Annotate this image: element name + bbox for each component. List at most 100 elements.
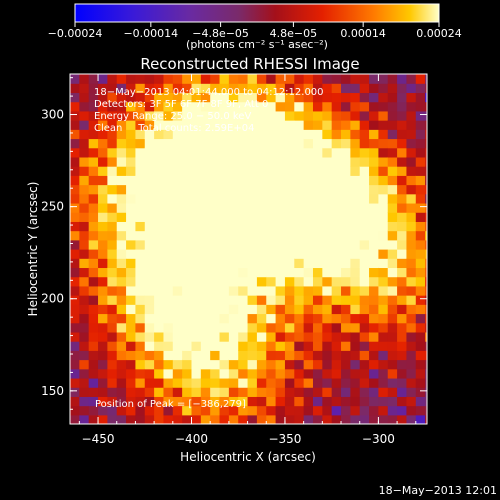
heatmap-cell bbox=[266, 377, 277, 388]
heatmap-cell bbox=[135, 193, 146, 204]
heatmap-cell bbox=[256, 83, 267, 94]
heatmap-cell bbox=[79, 202, 90, 213]
heatmap-cell bbox=[415, 138, 426, 149]
heatmap-cell bbox=[378, 368, 389, 379]
heatmap-cell bbox=[312, 276, 323, 287]
heatmap-cell bbox=[172, 350, 183, 361]
heatmap-cell bbox=[303, 249, 314, 259]
heatmap-cell bbox=[238, 138, 249, 149]
heatmap-cell bbox=[98, 147, 108, 158]
heatmap-cell bbox=[369, 175, 380, 186]
heatmap-cell bbox=[182, 212, 193, 222]
heatmap-cell bbox=[397, 249, 408, 259]
heatmap-cell bbox=[70, 120, 80, 130]
heatmap-cell bbox=[387, 202, 398, 213]
heatmap-cell bbox=[331, 331, 342, 342]
heatmap-cell bbox=[359, 258, 370, 269]
heatmap-cell bbox=[359, 304, 370, 315]
heatmap-cell bbox=[369, 322, 380, 333]
heatmap-cell bbox=[425, 414, 427, 424]
heatmap-cell bbox=[98, 322, 108, 333]
heatmap-cell bbox=[191, 92, 202, 103]
heatmap-cell bbox=[294, 276, 305, 287]
heatmap-cell bbox=[378, 110, 389, 121]
heatmap-cell bbox=[126, 322, 137, 333]
heatmap-cell bbox=[238, 322, 249, 333]
heatmap-cell bbox=[406, 83, 417, 94]
heatmap-cell bbox=[200, 83, 211, 94]
heatmap-cell bbox=[182, 202, 193, 213]
heatmap-cell bbox=[219, 202, 230, 213]
heatmap-cell bbox=[79, 239, 90, 250]
heatmap-cell bbox=[312, 313, 323, 324]
heatmap-cell bbox=[126, 239, 137, 250]
heatmap-cell bbox=[107, 322, 118, 333]
heatmap-cell bbox=[425, 295, 427, 305]
heatmap-cell bbox=[294, 230, 305, 241]
heatmap-cell bbox=[116, 138, 127, 149]
heatmap-cell bbox=[154, 387, 165, 397]
heatmap-cell bbox=[415, 184, 426, 195]
heatmap-cell bbox=[359, 221, 370, 232]
heatmap-cell bbox=[294, 377, 305, 388]
heatmap-cell bbox=[98, 267, 108, 278]
heatmap-cell bbox=[387, 341, 398, 351]
heatmap-cell bbox=[70, 322, 80, 333]
heatmap-cell bbox=[238, 368, 249, 379]
heatmap-cell bbox=[135, 83, 146, 94]
heatmap-cell bbox=[219, 276, 230, 287]
heatmap-cell bbox=[341, 359, 351, 370]
heatmap-cell bbox=[359, 147, 370, 158]
colorbar-tick-label: 0.00024 bbox=[416, 27, 462, 40]
heatmap-cell bbox=[135, 313, 146, 324]
heatmap-cell bbox=[266, 120, 277, 130]
heatmap-cell bbox=[415, 166, 426, 176]
heatmap-cell bbox=[397, 156, 408, 167]
heatmap-cell bbox=[406, 175, 417, 186]
heatmap-cell bbox=[107, 377, 118, 388]
heatmap-cell bbox=[88, 110, 99, 121]
heatmap-cell bbox=[228, 285, 239, 296]
heatmap-cell bbox=[154, 350, 165, 361]
heatmap-cell bbox=[154, 396, 165, 407]
heatmap-cell bbox=[238, 166, 249, 176]
heatmap-cell bbox=[378, 359, 389, 370]
heatmap-cell bbox=[387, 377, 398, 388]
heatmap-cell bbox=[312, 359, 323, 370]
heatmap-cell bbox=[350, 313, 361, 324]
heatmap-cell bbox=[294, 147, 305, 158]
heatmap-cell bbox=[266, 285, 277, 296]
y-tick-label: 300 bbox=[41, 108, 64, 122]
heatmap-cell bbox=[369, 387, 380, 397]
heatmap-cell bbox=[312, 350, 323, 361]
heatmap-cell bbox=[256, 341, 267, 351]
heatmap-cell bbox=[210, 331, 221, 342]
heatmap-cell bbox=[322, 368, 333, 379]
heatmap-cell bbox=[154, 414, 165, 424]
heatmap-cell bbox=[425, 129, 427, 140]
heatmap-cell bbox=[70, 313, 80, 324]
heatmap-cell bbox=[172, 387, 183, 397]
heatmap-cell bbox=[341, 322, 351, 333]
heatmap-cell bbox=[350, 175, 361, 186]
heatmap-cell bbox=[191, 193, 202, 204]
heatmap-cell bbox=[341, 74, 351, 84]
heatmap-cell bbox=[116, 221, 127, 232]
heatmap-cell bbox=[359, 239, 370, 250]
heatmap-cell bbox=[219, 322, 230, 333]
heatmap-cell bbox=[107, 74, 118, 84]
heatmap-cell bbox=[191, 331, 202, 342]
heatmap-cell bbox=[107, 249, 118, 259]
heatmap-cell bbox=[341, 193, 351, 204]
heatmap-cell bbox=[256, 359, 267, 370]
heatmap-cell bbox=[247, 405, 258, 416]
heatmap-cell bbox=[228, 405, 239, 416]
heatmap-cell bbox=[387, 368, 398, 379]
heatmap-cell bbox=[312, 230, 323, 241]
heatmap-cell bbox=[415, 331, 426, 342]
heatmap-cell bbox=[107, 396, 118, 407]
heatmap-cell bbox=[98, 156, 108, 167]
heatmap-cell bbox=[275, 175, 286, 186]
peak-position-label: Position of Peak = [−386,279] bbox=[95, 399, 246, 410]
heatmap-cell bbox=[312, 156, 323, 167]
